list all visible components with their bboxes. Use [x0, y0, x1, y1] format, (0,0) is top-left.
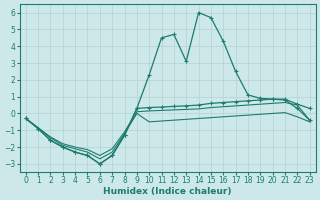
X-axis label: Humidex (Indice chaleur): Humidex (Indice chaleur) — [103, 187, 232, 196]
